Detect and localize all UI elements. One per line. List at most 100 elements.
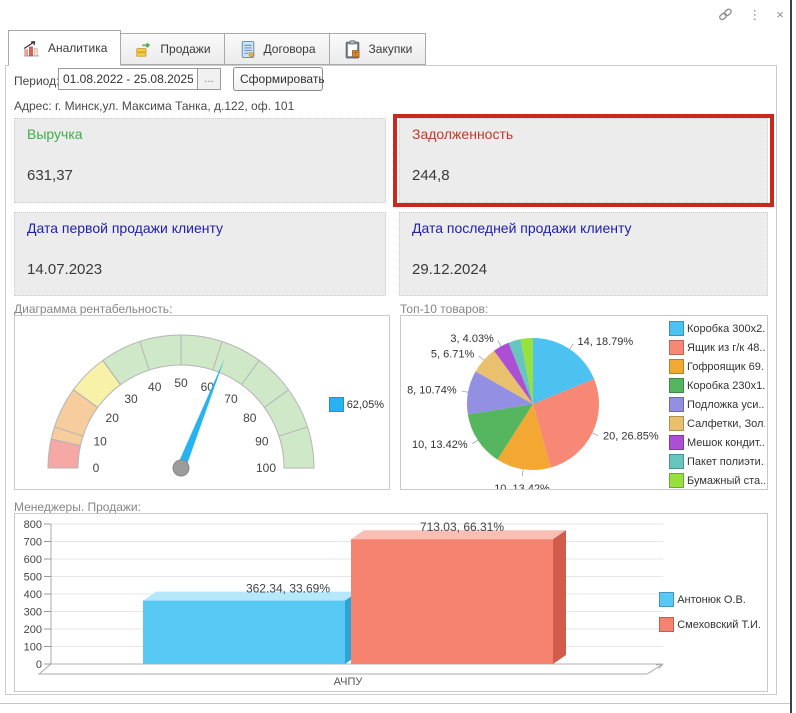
debt-card-value: 244,8 bbox=[412, 167, 755, 184]
pie-legend-label: Гофроящик 69... bbox=[687, 361, 765, 373]
pie-legend-item: Бумажный ста... bbox=[669, 471, 765, 490]
revenue-card-value: 631,37 bbox=[27, 167, 373, 184]
tab-label: Закупки bbox=[369, 42, 413, 56]
pie-legend-label: Мешок кондит... bbox=[687, 437, 765, 449]
analytics-icon bbox=[22, 39, 41, 58]
window-controls: ⋮ × bbox=[718, 7, 784, 22]
pie-legend-label: Коробка 300х2... bbox=[687, 323, 765, 335]
pie-legend-item: Подложка уси... bbox=[669, 395, 765, 414]
period-input[interactable] bbox=[58, 68, 198, 90]
bar-legend-item: Смеховский Т.И. bbox=[659, 615, 761, 634]
svg-text:100: 100 bbox=[256, 461, 276, 475]
link-icon[interactable] bbox=[718, 7, 733, 22]
svg-text:200: 200 bbox=[24, 624, 42, 636]
window-bottom-edge bbox=[0, 703, 790, 704]
gauge-legend: 62,05% bbox=[329, 397, 384, 412]
svg-text:50: 50 bbox=[174, 376, 188, 390]
tab-label: Договора bbox=[264, 42, 316, 56]
tab-label: Аналитика bbox=[48, 41, 107, 55]
tab-purchases[interactable]: Закупки bbox=[330, 33, 427, 65]
gauge-section-label: Диаграмма рентабельность: bbox=[14, 302, 172, 316]
svg-text:8, 10.74%: 8, 10.74% bbox=[407, 385, 457, 397]
gauge-panel: 0102030405060708090100 62,05% bbox=[14, 315, 390, 490]
svg-text:100: 100 bbox=[24, 642, 42, 654]
svg-text:20: 20 bbox=[106, 411, 120, 425]
svg-text:10, 13.42%: 10, 13.42% bbox=[494, 483, 550, 489]
bar-legend-swatch bbox=[659, 592, 674, 607]
period-label: Период: bbox=[14, 74, 59, 88]
pie-section-label: Топ-10 товаров: bbox=[400, 302, 488, 316]
tab-label: Продажи bbox=[160, 42, 210, 56]
svg-text:500: 500 bbox=[24, 572, 42, 584]
first-sale-card-title: Дата первой продажи клиенту bbox=[27, 220, 373, 236]
pie-legend-item: Коробка 300х2... bbox=[669, 319, 765, 338]
pie-legend-swatch bbox=[669, 340, 684, 355]
svg-text:400: 400 bbox=[24, 589, 42, 601]
last-sale-card-title: Дата последней продажи клиенту bbox=[412, 220, 755, 236]
bar-legend-label: Смеховский Т.И. bbox=[677, 619, 761, 631]
pie-legend-swatch bbox=[669, 454, 684, 469]
pie-legend-label: Салфетки, Зол... bbox=[687, 418, 765, 430]
svg-text:30: 30 bbox=[124, 392, 138, 406]
pie-legend-label: Пакет полиэти... bbox=[687, 456, 765, 468]
gauge-legend-swatch bbox=[329, 397, 344, 412]
analytics-window: ⋮ × Аналитика Продажи bbox=[0, 0, 796, 713]
close-icon[interactable]: × bbox=[776, 8, 784, 21]
pie-legend-label: Бумажный ста... bbox=[687, 475, 765, 487]
pie-legend-swatch bbox=[669, 359, 684, 374]
tab-sales[interactable]: Продажи bbox=[121, 33, 224, 65]
svg-text:362.34, 33.69%: 362.34, 33.69% bbox=[246, 582, 330, 596]
svg-text:800: 800 bbox=[24, 519, 42, 531]
address-label: Адрес: г. Минск,ул. Максима Танка, д.122… bbox=[14, 99, 294, 113]
svg-text:5, 6.71%: 5, 6.71% bbox=[431, 348, 475, 360]
period-more-button[interactable]: ... bbox=[197, 68, 221, 90]
first-sale-date-card: Дата первой продажи клиенту 14.07.2023 bbox=[14, 212, 386, 296]
svg-text:90: 90 bbox=[255, 435, 269, 449]
purchases-icon bbox=[343, 40, 362, 59]
debt-card: Задолженность 244,8 bbox=[399, 118, 768, 203]
bar-legend-swatch bbox=[659, 617, 674, 632]
pie-legend-swatch bbox=[669, 435, 684, 450]
svg-text:0: 0 bbox=[93, 461, 100, 475]
pie-legend-item: Мешок кондит... bbox=[669, 433, 765, 452]
svg-text:600: 600 bbox=[24, 554, 42, 566]
kebab-menu-icon[interactable]: ⋮ bbox=[748, 8, 761, 21]
pie-legend-label: Подложка уси... bbox=[687, 399, 765, 411]
svg-text:14, 18.79%: 14, 18.79% bbox=[578, 336, 634, 348]
pie-legend-swatch bbox=[669, 321, 684, 336]
svg-text:80: 80 bbox=[243, 411, 257, 425]
pie-legend-item: Ящик из г/к 48... bbox=[669, 338, 765, 357]
bar-chart: 0100200300400500600700800362.34, 33.69%7… bbox=[15, 514, 767, 691]
tab-contracts[interactable]: Договора bbox=[225, 33, 330, 65]
pie-panel: 14, 18.79%20, 26.85%10, 13.42%10, 13.42%… bbox=[400, 315, 768, 490]
bar-section-label: Менеджеры. Продажи: bbox=[14, 500, 141, 514]
sales-icon bbox=[134, 40, 153, 59]
svg-text:3, 4.03%: 3, 4.03% bbox=[450, 333, 494, 345]
pie-legend-swatch bbox=[669, 416, 684, 431]
pie-legend-item: Коробка 230х1... bbox=[669, 376, 765, 395]
svg-text:700: 700 bbox=[24, 537, 42, 549]
bar-legend: Антонюк О.В. Смеховский Т.И. bbox=[659, 590, 761, 634]
pie-legend-item: Салфетки, Зол... bbox=[669, 414, 765, 433]
svg-text:713.03, 66.31%: 713.03, 66.31% bbox=[420, 520, 504, 534]
bar-panel: 0100200300400500600700800362.34, 33.69%7… bbox=[14, 513, 768, 692]
tab-analytics[interactable]: Аналитика bbox=[8, 30, 121, 66]
pie-chart: 14, 18.79%20, 26.85%10, 13.42%10, 13.42%… bbox=[401, 316, 669, 489]
tabbar: Аналитика Продажи Договора bbox=[8, 30, 426, 65]
svg-text:40: 40 bbox=[148, 380, 162, 394]
revenue-card: Выручка 631,37 bbox=[14, 118, 386, 203]
svg-text:АЧПУ: АЧПУ bbox=[334, 676, 364, 688]
bar-legend-item: Антонюк О.В. bbox=[659, 590, 761, 609]
contracts-icon bbox=[238, 40, 257, 59]
svg-text:70: 70 bbox=[224, 392, 238, 406]
bar-legend-label: Антонюк О.В. bbox=[677, 594, 746, 606]
window-right-edge bbox=[790, 0, 792, 713]
pie-legend-label: Ящик из г/к 48... bbox=[687, 342, 765, 354]
generate-button[interactable]: Сформировать bbox=[233, 67, 323, 91]
last-sale-card-value: 29.12.2024 bbox=[412, 261, 755, 278]
pie-legend-swatch bbox=[669, 473, 684, 488]
gauge-legend-label: 62,05% bbox=[347, 399, 384, 411]
pie-legend: Коробка 300х2... Ящик из г/к 48... Гофроящ… bbox=[669, 316, 767, 489]
pie-legend-label: Коробка 230х1... bbox=[687, 380, 765, 392]
pie-legend-swatch bbox=[669, 397, 684, 412]
